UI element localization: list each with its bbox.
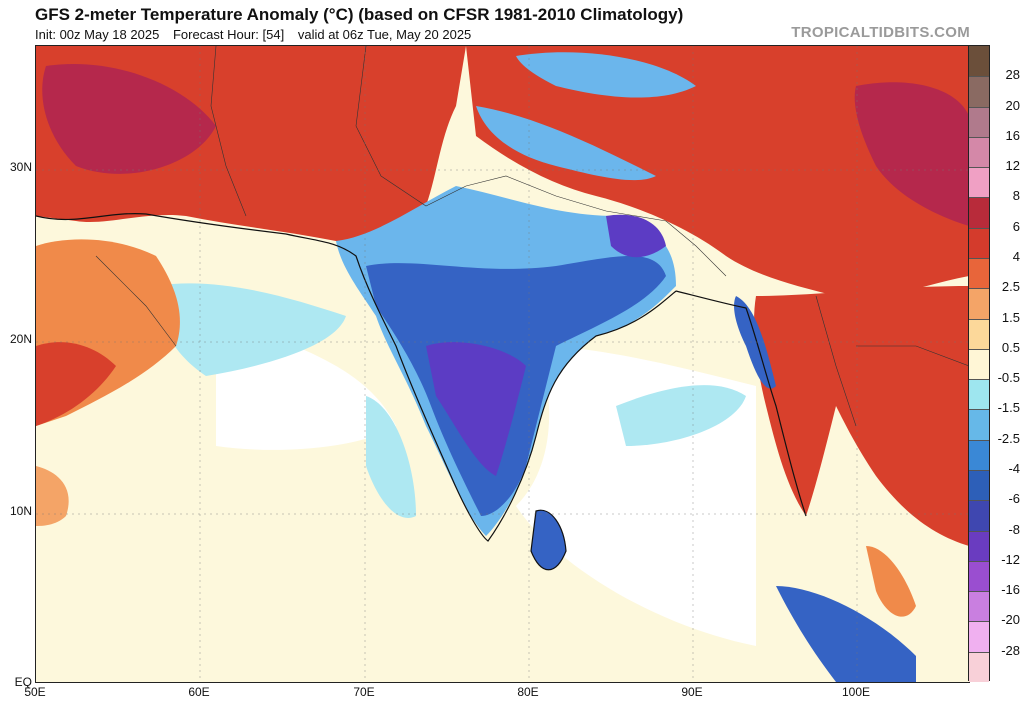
colorbar-tick-label: -4	[1008, 461, 1020, 476]
tibet-cool-band	[476, 106, 656, 181]
gridlines	[36, 46, 969, 682]
lon-label-50e: 50E	[24, 685, 46, 699]
colorbar-segment	[969, 318, 989, 349]
colorbar-segment	[969, 409, 989, 440]
bay-cool	[616, 385, 746, 446]
colorbar-tick-label: -28	[1001, 642, 1020, 658]
colorbar-segment	[969, 500, 989, 531]
colorbar-segment	[969, 197, 989, 228]
colorbar-tick-label: 4	[1012, 249, 1020, 264]
lon-label-100e: 100E	[841, 685, 871, 699]
lat-label-30n: 30N	[9, 160, 32, 174]
valid-time: valid at 06z Tue, May 20 2025	[297, 27, 472, 42]
north-cool-patch	[516, 52, 696, 98]
east-india-very-cold	[606, 214, 666, 258]
colorbar-tick-label: -1.5	[997, 400, 1020, 416]
colorbar-tick-label: -0.5	[997, 370, 1020, 386]
china-very-hot	[854, 82, 969, 226]
lat-label-eq: EQ	[14, 675, 32, 689]
malaysia-peninsula	[866, 546, 916, 617]
colorbar-segment	[969, 439, 989, 470]
colorbar-tick-label: -12	[1001, 551, 1020, 567]
lon-label-70e: 70E	[353, 685, 375, 699]
sri-lanka	[531, 510, 566, 570]
arabian-sea-cool	[156, 283, 346, 376]
forecast-hour: Forecast Hour: [54]	[172, 27, 285, 42]
colorbar-segment	[969, 46, 989, 77]
colorbar-tick-label: -8	[1008, 521, 1020, 537]
colorbar-segment	[969, 469, 989, 501]
lon-label-80e: 80E	[517, 685, 539, 699]
colorbar-tick-label: -20	[1001, 612, 1020, 628]
myanmar-cool-coast	[734, 296, 776, 389]
colorbar-tick-label: 28	[1005, 67, 1020, 83]
colorbar-tick-label: 1.5	[1001, 309, 1020, 325]
borders	[95, 46, 969, 427]
land-tibet-china	[466, 46, 969, 299]
colorbar-segment	[969, 621, 989, 652]
colorbar-tick-label: 6	[1012, 218, 1020, 234]
map-canvas	[36, 46, 969, 682]
anomaly-map	[35, 45, 970, 683]
lat-label-20n: 20N	[9, 332, 32, 346]
land-africa-horn	[36, 466, 69, 526]
coastlines	[36, 212, 807, 571]
colorbar-segment	[969, 76, 989, 107]
run-info: Init: 00z May 18 2025 Forecast Hour: [54…	[35, 27, 481, 42]
colorbar-segment	[969, 530, 989, 561]
land-iran-very-hot	[42, 64, 216, 174]
lon-label-90e: 90E	[681, 685, 703, 699]
colorbar-tick-label: -16	[1001, 582, 1020, 598]
colorbar-segment	[969, 136, 989, 168]
colorbar-segment	[969, 651, 989, 682]
colorbar-tick-label: -2.5	[997, 430, 1020, 446]
colorbar-segment	[969, 288, 989, 319]
west-india-coast-cool	[366, 396, 416, 518]
colorbar-tick-label: 16	[1005, 127, 1020, 143]
brand-watermark: TROPICALTIDBITS.COM	[791, 24, 970, 41]
malaysia-sumatra	[776, 586, 916, 682]
land-arabia-hot	[36, 342, 116, 426]
colorbar-segment	[969, 167, 989, 198]
colorbar-tick-label: 20	[1005, 97, 1020, 113]
lat-label-10n: 10N	[9, 504, 32, 518]
colorbar-tick-label: 0.5	[1001, 339, 1020, 355]
colorbar-tick-label: 2.5	[1001, 279, 1020, 295]
colorbar	[968, 45, 990, 682]
colorbar-segment	[969, 106, 989, 137]
lon-label-60e: 60E	[188, 685, 210, 699]
chart-title: GFS 2-meter Temperature Anomaly (°C) (ba…	[35, 5, 684, 24]
colorbar-segment	[969, 591, 989, 622]
colorbar-tick-label: 8	[1012, 188, 1020, 204]
colorbar-tick-label: 12	[1005, 158, 1020, 174]
colorbar-segment	[969, 227, 989, 258]
colorbar-segment	[969, 379, 989, 410]
colorbar-tick-label: -6	[1008, 491, 1020, 507]
india-very-cold	[426, 342, 526, 476]
colorbar-segment	[969, 348, 989, 380]
colorbar-segment	[969, 257, 989, 289]
colorbar-segment	[969, 560, 989, 592]
init-time: Init: 00z May 18 2025	[35, 27, 160, 42]
land-se-asia	[754, 286, 969, 546]
